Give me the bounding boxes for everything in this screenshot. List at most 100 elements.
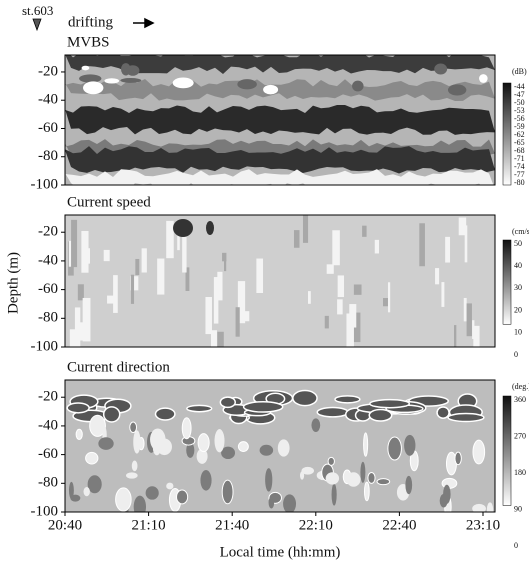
colorbar-tick-label: -62 xyxy=(514,130,525,139)
y-tick-label: -60 xyxy=(38,120,58,136)
colorbar-tick-label: 0 xyxy=(514,541,518,550)
texture xyxy=(443,484,451,504)
texture xyxy=(301,466,314,475)
texture xyxy=(445,236,451,263)
x-tick-label: 22:10 xyxy=(299,517,333,533)
texture xyxy=(447,412,485,423)
texture xyxy=(242,311,250,322)
texture xyxy=(186,442,195,458)
colorbar-tick-label: 20 xyxy=(514,305,522,314)
y-axis-label: Depth (m) xyxy=(5,252,21,314)
texture xyxy=(81,230,89,273)
texture xyxy=(472,503,486,512)
texture xyxy=(130,274,135,304)
texture xyxy=(283,494,297,512)
texture xyxy=(404,434,416,456)
texture xyxy=(65,146,495,174)
colorbar-label: (dB) xyxy=(512,67,527,76)
texture xyxy=(293,230,300,248)
colorbar-tick-label: 10 xyxy=(514,328,522,337)
texture xyxy=(472,320,475,339)
texture xyxy=(221,446,236,460)
y-tick-label: -60 xyxy=(38,446,58,462)
texture xyxy=(362,225,367,237)
colorbar-tick-label: -65 xyxy=(514,138,525,147)
texture xyxy=(65,55,495,74)
colorbar-tick-label: -50 xyxy=(514,98,525,107)
panel-title: Current direction xyxy=(67,359,170,375)
colorbar-tick-label: 90 xyxy=(514,504,522,513)
station-label: st.603 xyxy=(22,3,53,18)
texture xyxy=(197,433,210,453)
texture xyxy=(186,404,213,413)
colorbar-tick-label: -44 xyxy=(514,82,525,91)
drift-label: drifting xyxy=(68,14,113,30)
texture xyxy=(102,406,121,423)
colorbar-tick-label: -59 xyxy=(514,122,525,131)
y-tick-label: -60 xyxy=(38,281,58,297)
colorbar-tick-label: -80 xyxy=(514,178,525,187)
texture xyxy=(307,291,311,304)
texture xyxy=(368,408,393,422)
plot-frame xyxy=(64,214,496,348)
texture xyxy=(353,284,362,295)
colorbar-tick-label: -77 xyxy=(514,170,525,179)
texture xyxy=(447,84,467,96)
texture xyxy=(126,472,138,479)
texture xyxy=(214,429,225,453)
texture xyxy=(120,77,142,83)
x-tick-label: 21:40 xyxy=(215,517,249,533)
texture xyxy=(292,389,318,407)
y-tick-label: -80 xyxy=(38,475,58,491)
texture xyxy=(316,406,349,418)
texture xyxy=(463,297,467,322)
texture xyxy=(133,495,147,512)
texture xyxy=(217,271,223,301)
texture xyxy=(353,312,361,343)
texture xyxy=(268,496,275,509)
texture xyxy=(387,282,391,313)
texture xyxy=(383,298,389,307)
colorbar-tick-label: 180 xyxy=(514,468,526,477)
texture xyxy=(224,259,227,272)
texture xyxy=(115,487,132,512)
plot-frame xyxy=(64,379,496,513)
texture xyxy=(369,398,411,409)
texture xyxy=(131,460,138,472)
texture xyxy=(68,240,72,267)
texture xyxy=(435,268,440,285)
texture xyxy=(79,74,102,83)
colorbar-tick-label: -71 xyxy=(514,154,525,163)
texture xyxy=(327,456,335,466)
texture xyxy=(177,225,180,251)
y-tick-label: -100 xyxy=(31,503,59,519)
texture xyxy=(77,284,84,301)
colorbar xyxy=(502,395,512,506)
x-axis-label: Local time (hh:mm) xyxy=(220,544,341,560)
texture xyxy=(74,307,81,347)
texture xyxy=(311,418,321,432)
texture xyxy=(374,239,379,254)
colorbar-label: (cm/s) xyxy=(512,227,529,236)
texture xyxy=(464,225,468,263)
texture xyxy=(75,428,83,440)
texture xyxy=(71,219,78,268)
texture xyxy=(68,481,74,499)
y-tick-label: -100 xyxy=(31,338,59,354)
texture xyxy=(376,478,391,486)
x-tick-label: 20:40 xyxy=(48,517,82,533)
y-tick-label: -80 xyxy=(38,310,58,326)
plot-frame xyxy=(64,54,496,186)
texture xyxy=(133,430,141,454)
texture xyxy=(200,469,212,491)
texture xyxy=(326,264,334,274)
x-tick-label: 22:40 xyxy=(382,517,416,533)
y-tick-label: -20 xyxy=(38,389,58,405)
texture xyxy=(65,139,495,161)
texture xyxy=(107,295,114,304)
texture xyxy=(213,277,219,324)
texture xyxy=(65,105,495,135)
texture xyxy=(441,477,458,489)
texture xyxy=(346,313,354,347)
colorbar-tick-label: 0 xyxy=(514,350,518,359)
